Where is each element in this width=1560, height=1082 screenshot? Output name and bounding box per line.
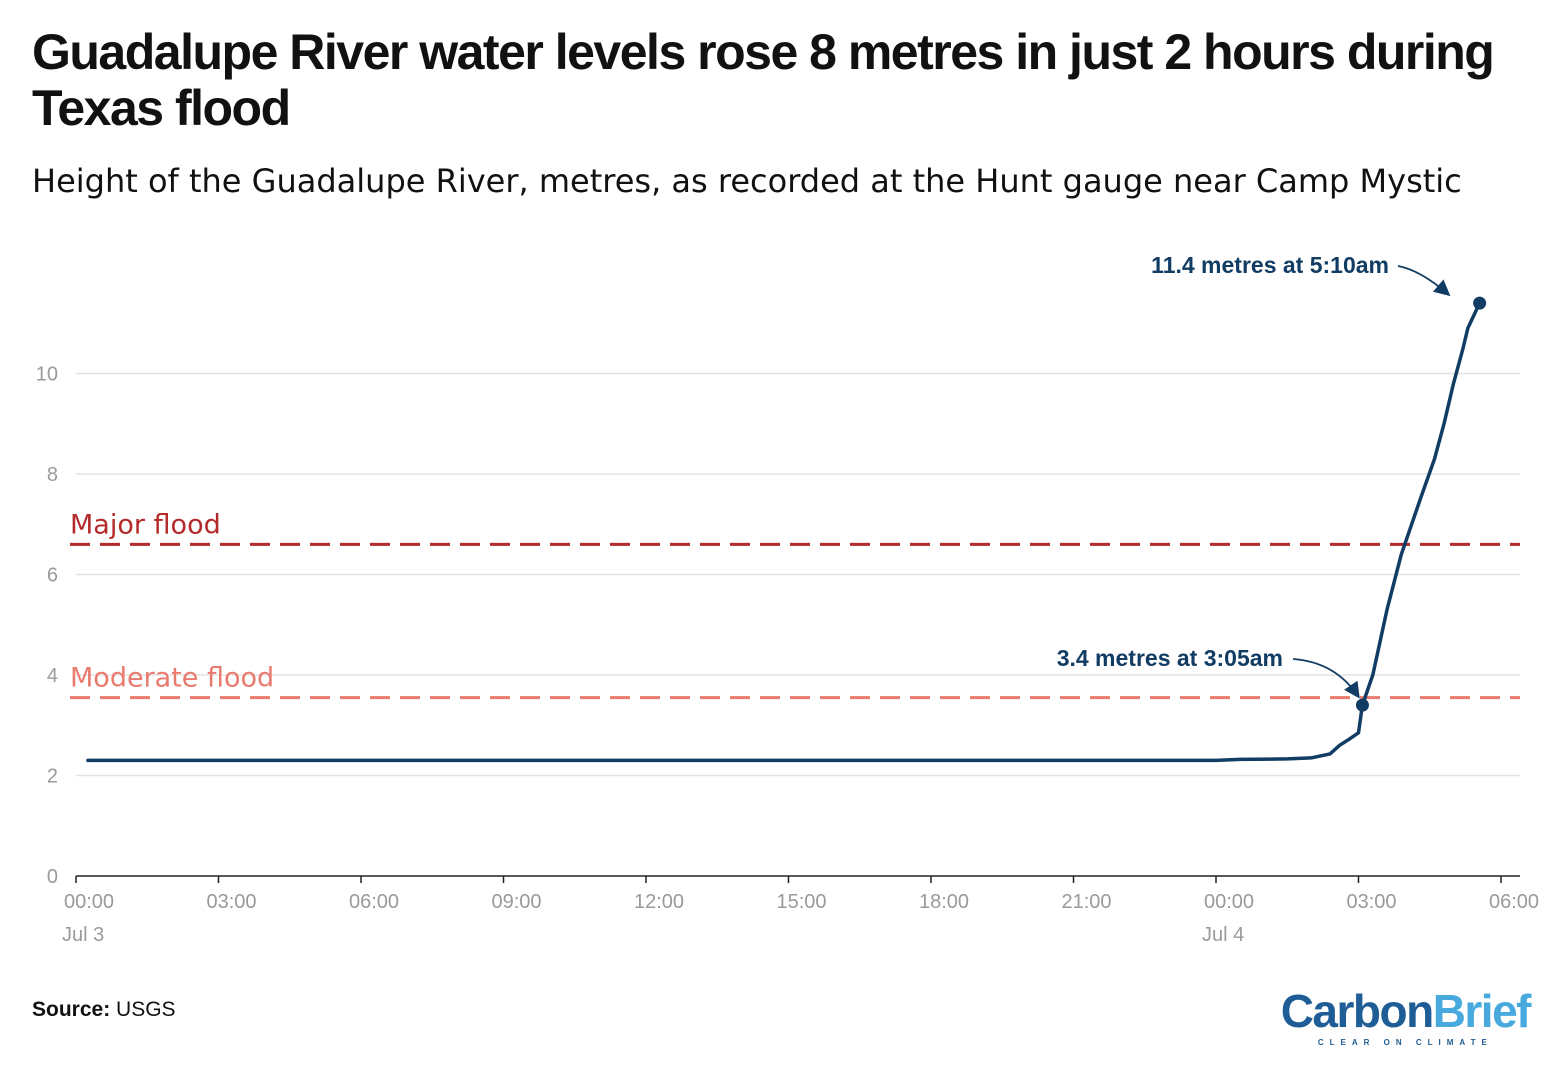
y-tick-label: 6 — [47, 565, 58, 587]
source-note: Source: USGS — [32, 998, 176, 1022]
x-axis: 00:00 Jul 3 03:00 06:00 09:00 12:00 15:00 18:00… — [62, 876, 1539, 946]
y-tick-label: 0 — [47, 866, 58, 888]
moderate-flood-label: Moderate flood — [70, 663, 274, 694]
y-axis: 0 2 4 6 8 10 — [36, 364, 58, 889]
annotation-label: 11.4 metres at 5:10am — [1151, 252, 1389, 278]
annotation-point — [1355, 698, 1369, 712]
x-tick-label: 12:00 — [634, 891, 684, 913]
x-tick-label: 03:00 — [206, 891, 256, 913]
flood-threshold-lines: Major flood Moderate flood — [70, 509, 1520, 700]
x-tick-label: 21:00 — [1061, 891, 1111, 913]
source-value: USGS — [116, 998, 176, 1021]
logo-tagline: CLEAR ON CLIMATE — [1317, 1038, 1493, 1047]
x-tick-label: 00:00 — [64, 891, 114, 913]
annotation-arrow — [1397, 265, 1451, 297]
major-flood-label: Major flood — [70, 509, 221, 540]
annotation-label: 3.4 metres at 3:05am — [1057, 645, 1283, 671]
x-tick-sublabel: Jul 4 — [1202, 924, 1244, 946]
x-tick-label: 18:00 — [919, 891, 969, 913]
x-tick-label: 09:00 — [491, 891, 541, 913]
chart-subtitle: Height of the Guadalupe River, metres, a… — [32, 162, 1462, 200]
x-tick-label: 15:00 — [776, 891, 826, 913]
river-height-line — [86, 301, 1482, 763]
series-layer — [86, 301, 1482, 763]
x-tick-label: 00:00 — [1204, 891, 1254, 913]
x-tick-label: 03:00 — [1346, 891, 1396, 913]
grid-lines — [76, 372, 1520, 877]
x-tick-sublabel: Jul 3 — [62, 924, 104, 946]
y-tick-label: 2 — [47, 766, 58, 788]
annotation-arrow — [1292, 658, 1360, 699]
y-tick-label: 10 — [36, 364, 58, 386]
logo-brief: Brief — [1432, 985, 1532, 1037]
carbonbrief-logo: CarbonBrief CLEAR ON CLIMATE — [1280, 985, 1532, 1047]
x-tick-label: 06:00 — [1489, 891, 1539, 913]
y-tick-label: 8 — [47, 464, 58, 486]
logo-wordmark: CarbonBrief — [1280, 985, 1532, 1037]
logo-carbon: Carbon — [1280, 985, 1435, 1037]
annotation-point — [1473, 296, 1487, 310]
y-tick-label: 4 — [47, 665, 58, 687]
x-tick-label: 06:00 — [349, 891, 399, 913]
annotations: 11.4 metres at 5:10am 3.4 metres at 3:05a… — [1057, 252, 1487, 712]
source-label: Source: — [32, 998, 111, 1021]
chart-title: Guadalupe River water levels rose 8 metr… — [32, 24, 1495, 136]
